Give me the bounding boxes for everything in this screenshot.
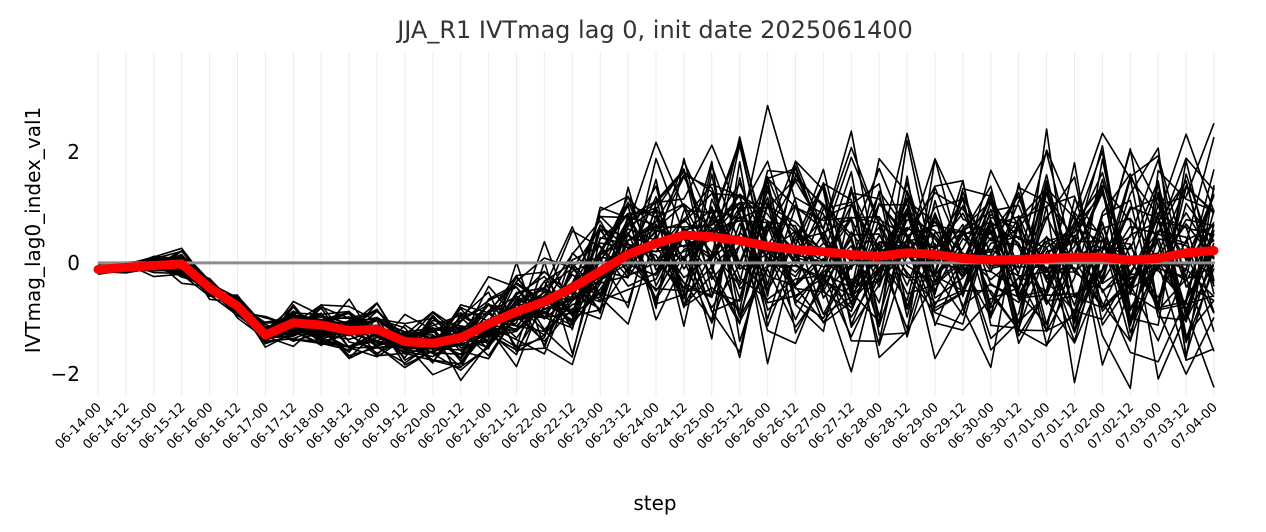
y-tick-label: −2 [51,362,80,386]
x-axis-label: step [633,491,676,515]
ensemble-mean-line [93,230,1219,348]
y-axis-label: IVTmag_lag0_index_val1 [21,107,45,354]
ensemble-member-line [97,168,1215,363]
y-axis-ticks: −2 0 2 [51,140,80,386]
y-tick-label: 2 [67,140,80,164]
y-tick-label: 0 [67,251,80,275]
ensemble-member-line [97,171,1215,357]
chart-title: JJA_R1 IVTmag lag 0, init date 202506140… [395,16,913,44]
x-axis-ticks: 06-14-0006-14-1206-15-0006-15-1206-16-00… [52,400,1220,452]
ensemble-member-line [97,169,1215,390]
